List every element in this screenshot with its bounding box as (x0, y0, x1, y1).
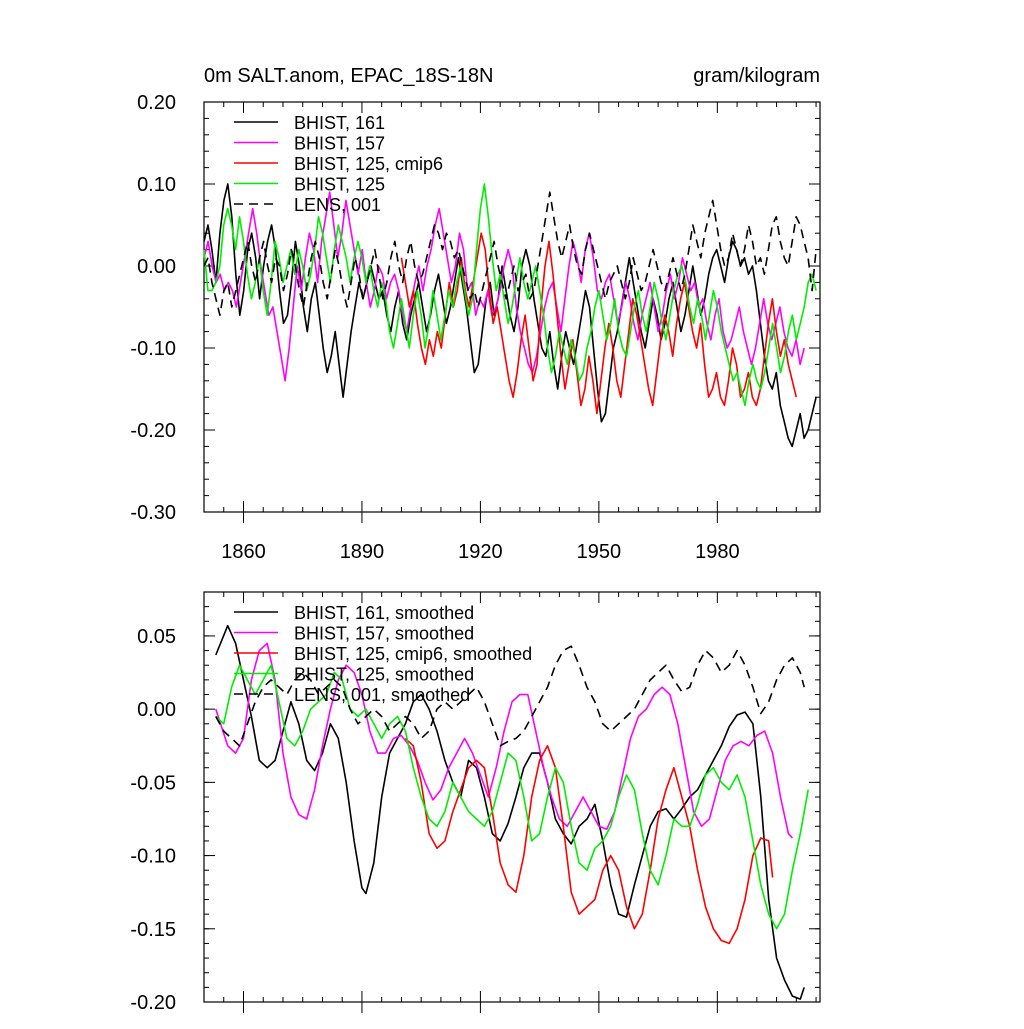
legend-label: BHIST, 157 (294, 134, 385, 154)
series-line-3 (215, 664, 809, 930)
x-tick-label: 1980 (695, 541, 740, 563)
x-tick-label: 1860 (221, 541, 266, 563)
series-line-4 (203, 191, 817, 316)
legend-label: LENS, 001 (294, 195, 381, 215)
series-line-2 (400, 232, 798, 415)
y-tick-label: 0.00 (137, 699, 176, 721)
top-panel: 1860 1890 1920 1950 1980 0.20 0.10 0.00 -0.10 -0.… (130, 92, 821, 563)
legend-label: BHIST, 161 (294, 113, 385, 133)
x-tick-label: 1920 (458, 541, 503, 563)
plot-frame (203, 101, 821, 513)
series-line-3 (203, 183, 817, 407)
series-line-1 (215, 642, 793, 839)
x-tick-label: 1890 (340, 541, 385, 563)
y-tick-label: 0.10 (137, 174, 176, 196)
units-label: gram/kilogram (693, 65, 820, 87)
y-tick-label: 0.00 (137, 256, 176, 278)
legend-label: BHIST, 157, smoothed (294, 624, 474, 644)
legend-label: BHIST, 125, smoothed (294, 665, 474, 685)
legend-label: LENS, 001, smoothed (294, 685, 470, 705)
legend-label: BHIST, 161, smoothed (294, 603, 474, 623)
y-tick-label: -0.10 (130, 338, 176, 360)
legend-label: BHIST, 125 (294, 175, 385, 195)
x-tick-label: 1950 (577, 541, 622, 563)
series-line-1 (203, 191, 805, 382)
series-line-0 (215, 624, 805, 1000)
legend-label: BHIST, 125, cmip6 (294, 154, 443, 174)
y-tick-label: -0.15 (130, 919, 176, 941)
y-tick-label: -0.30 (130, 502, 176, 524)
bottom-panel: 0.05 0.00 -0.05 -0.10 -0.15 -0.20 BHIST, 161, … (130, 591, 821, 1014)
series-line-4 (215, 645, 805, 747)
series-line-2 (404, 737, 774, 945)
y-tick-label: -0.05 (130, 772, 176, 794)
legend-label: BHIST, 125, cmip6, smoothed (294, 644, 532, 664)
panel-title: 0m SALT.anom, EPAC_18S-18N (204, 65, 493, 87)
y-tick-label: -0.20 (130, 992, 176, 1014)
y-tick-label: -0.20 (130, 420, 176, 442)
y-tick-label: 0.05 (137, 626, 176, 648)
y-tick-label: -0.10 (130, 846, 176, 868)
y-tick-label: 0.20 (137, 92, 176, 114)
